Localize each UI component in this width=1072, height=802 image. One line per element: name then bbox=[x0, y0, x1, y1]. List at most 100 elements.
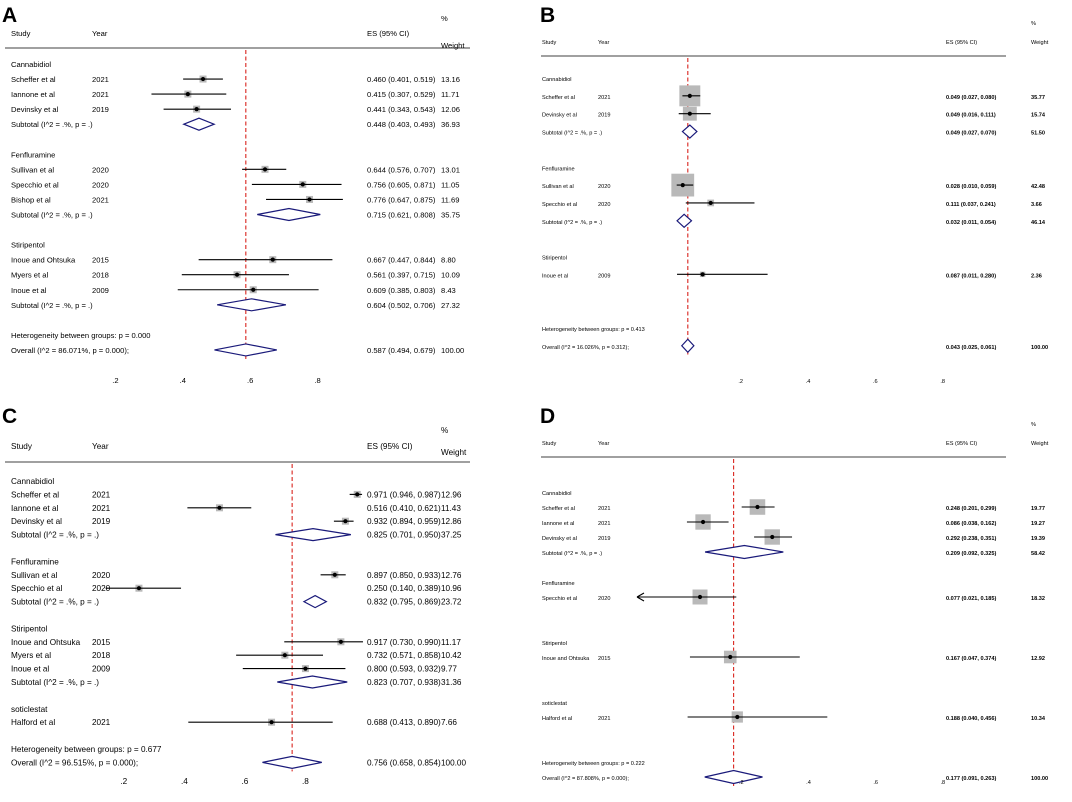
panel-letter: B bbox=[540, 4, 555, 27]
study-label: Sullivan et al bbox=[542, 184, 574, 190]
effect-size-ci: 0.776 (0.647, 0.875) bbox=[367, 195, 436, 204]
weight-value: 36.93 bbox=[441, 120, 460, 129]
study-label: Specchio et al bbox=[542, 202, 577, 208]
x-tick-label: .8 bbox=[940, 379, 945, 385]
study-year: 2015 bbox=[92, 638, 111, 647]
point-estimate bbox=[343, 519, 348, 524]
study-year: 2020 bbox=[92, 180, 109, 189]
point-estimate bbox=[700, 272, 705, 277]
study-year: 2020 bbox=[598, 596, 610, 602]
weight-value: 8.43 bbox=[441, 286, 456, 295]
study-year: 2021 bbox=[92, 718, 111, 727]
point-estimate bbox=[300, 182, 305, 187]
weight-value: 10.09 bbox=[441, 271, 460, 280]
header-percent: % bbox=[1031, 21, 1036, 27]
point-estimate bbox=[282, 653, 287, 658]
study-label: Myers et al bbox=[11, 271, 48, 280]
study-year: 2021 bbox=[92, 90, 109, 99]
header-percent: % bbox=[441, 14, 448, 23]
group-label: Fenfluramine bbox=[542, 166, 575, 172]
point-estimate bbox=[700, 519, 706, 525]
weight-value: 51.50 bbox=[1031, 131, 1045, 137]
weight-value: 19.27 bbox=[1031, 521, 1045, 527]
study-year: 2021 bbox=[598, 521, 610, 527]
group-label: Cannabidiol bbox=[542, 77, 572, 83]
effect-size-ci: 0.917 (0.730, 0.990) bbox=[367, 638, 441, 647]
effect-size-ci: 0.292 (0.238, 0.351) bbox=[946, 536, 997, 542]
effect-size-ci: 0.460 (0.401, 0.519) bbox=[367, 75, 436, 84]
effect-size-ci: 0.111 (0.037, 0.241) bbox=[946, 202, 996, 208]
x-tick-label: .2 bbox=[739, 780, 744, 786]
effect-size-ci: 0.087 (0.011, 0.280) bbox=[946, 273, 996, 279]
subtotal-diamond bbox=[676, 213, 693, 229]
study-year: 2009 bbox=[598, 273, 610, 279]
weight-value: 3.66 bbox=[1031, 202, 1042, 208]
forest-plot-panel-c: C Study Year ES (95% CI)% Weight Cannabidiol S… bbox=[0, 401, 536, 802]
study-label: Inoue and Ohtsuka bbox=[11, 256, 76, 265]
effect-size-ci: 0.897 (0.850, 0.933) bbox=[367, 571, 441, 580]
header-study: Study bbox=[11, 29, 31, 38]
header-weight: Weight bbox=[441, 448, 467, 457]
study-year: 2021 bbox=[92, 490, 111, 499]
heterogeneity-note: Heterogeneity between groups: p = 0.677 bbox=[11, 745, 162, 754]
x-tick-label: .6 bbox=[247, 376, 253, 385]
group-label: Fenfluramine bbox=[11, 557, 59, 566]
weight-value: 11.43 bbox=[441, 504, 461, 513]
study-year: 2018 bbox=[92, 651, 111, 660]
study-label: Halford et al bbox=[542, 716, 572, 722]
x-tick-label: .4 bbox=[180, 376, 186, 385]
group-label: Cannabidiol bbox=[11, 477, 54, 486]
study-year: 2020 bbox=[92, 165, 109, 174]
study-label: Scheffer et al bbox=[542, 95, 575, 101]
weight-value: 10.42 bbox=[441, 651, 462, 660]
study-label: Bishop et al bbox=[11, 195, 51, 204]
header-weight: Weight bbox=[1031, 40, 1049, 46]
effect-size-ci: 0.049 (0.027, 0.070) bbox=[946, 131, 997, 137]
point-estimate bbox=[200, 76, 206, 82]
effect-size-ci: 0.587 (0.494, 0.679) bbox=[367, 346, 436, 355]
effect-size-ci: 0.604 (0.502, 0.706) bbox=[367, 301, 436, 310]
effect-size-ci: 0.609 (0.385, 0.803) bbox=[367, 286, 436, 295]
study-label: Iannone et al bbox=[542, 521, 574, 527]
study-year: 2020 bbox=[598, 202, 610, 208]
header-year: Year bbox=[598, 441, 609, 447]
study-label: Specchio et al bbox=[542, 596, 577, 602]
subtotal-diamond bbox=[217, 298, 287, 312]
study-label: Specchio et al bbox=[11, 180, 59, 189]
point-estimate bbox=[307, 197, 312, 202]
weight-value: 18.32 bbox=[1031, 596, 1045, 602]
effect-size-ci: 0.049 (0.027, 0.080) bbox=[946, 95, 997, 101]
weight-value: 35.77 bbox=[1031, 95, 1045, 101]
weight-value: 100.00 bbox=[1031, 776, 1048, 782]
effect-size-ci: 0.516 (0.410, 0.621) bbox=[367, 504, 441, 513]
point-estimate bbox=[687, 111, 692, 116]
heterogeneity-note: Heterogeneity between groups: p = 0.000 bbox=[11, 331, 151, 340]
point-estimate bbox=[735, 714, 740, 720]
weight-value: 12.76 bbox=[441, 571, 462, 580]
x-tick-label: .2 bbox=[112, 376, 118, 385]
point-estimate bbox=[680, 183, 685, 188]
effect-size-ci: 0.043 (0.025, 0.061) bbox=[946, 345, 997, 351]
weight-value: 13.16 bbox=[441, 75, 460, 84]
study-label: Inoue et al bbox=[11, 286, 47, 295]
effect-size-ci: 0.932 (0.894, 0.959) bbox=[367, 517, 441, 526]
effect-size-ci: 0.188 (0.040, 0.456) bbox=[946, 716, 997, 722]
ci-arrow bbox=[636, 592, 645, 602]
header-es: ES (95% CI) bbox=[946, 40, 977, 46]
x-tick-label: .4 bbox=[181, 777, 188, 786]
effect-size-ci: 0.448 (0.403, 0.493) bbox=[367, 120, 436, 129]
header-percent: % bbox=[441, 426, 448, 435]
header-year: Year bbox=[598, 40, 609, 46]
subtotal-diamond bbox=[257, 207, 321, 222]
effect-size-ci: 0.441 (0.343, 0.543) bbox=[367, 105, 436, 114]
study-label: Halford et al bbox=[11, 718, 55, 727]
effect-size-ci: 0.028 (0.010, 0.059) bbox=[946, 184, 997, 190]
weight-value: 10.34 bbox=[1031, 716, 1046, 722]
weight-value: 8.80 bbox=[441, 256, 456, 265]
overall-label: Overall (I^2 = 16.026%, p = 0.312); bbox=[542, 345, 629, 351]
study-label: Scheffer et al bbox=[11, 490, 59, 499]
panel-letter: A bbox=[2, 4, 17, 27]
header-study: Study bbox=[542, 441, 557, 447]
effect-size-ci: 0.800 (0.593, 0.932) bbox=[367, 665, 441, 674]
subtotal-diamond bbox=[182, 117, 216, 131]
